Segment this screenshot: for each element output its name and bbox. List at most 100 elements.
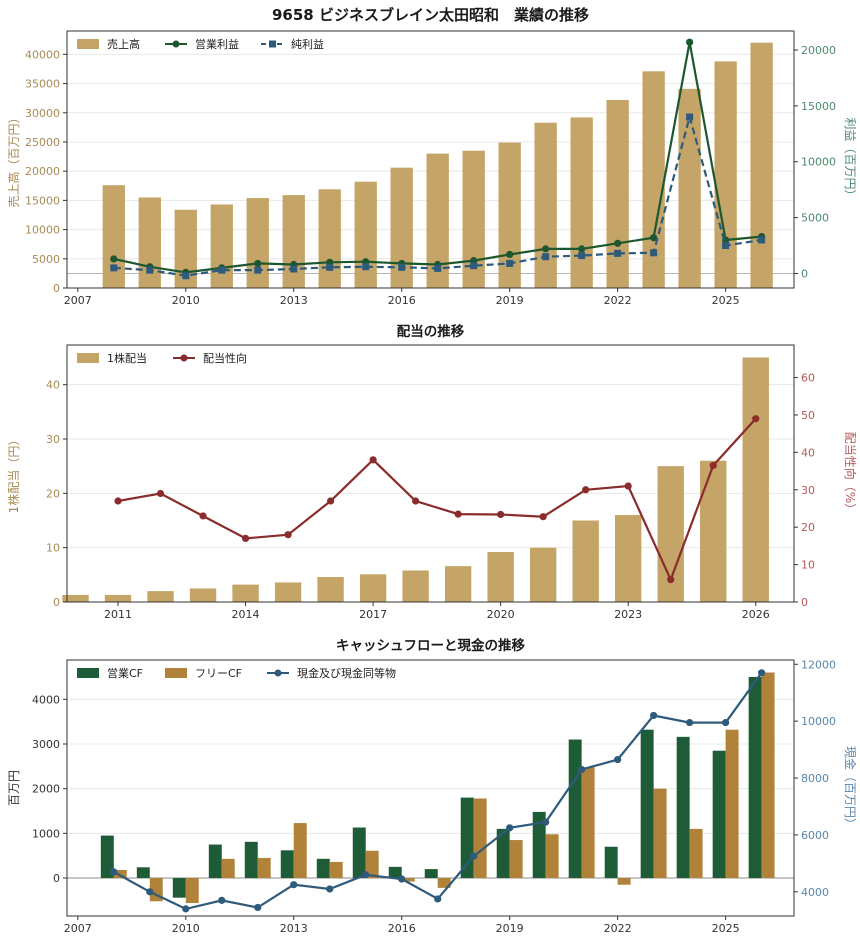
point-純利益 [326, 263, 334, 271]
point-配当性向 [326, 497, 335, 505]
y-tick-label: 20 [46, 487, 60, 500]
bar-フリーCF [221, 858, 235, 879]
legend-label: 現金及び現金同等物 [297, 666, 396, 680]
y-axis-label: 百万円 [7, 770, 21, 806]
bar-フリーCF [473, 798, 487, 879]
point-営業利益 [614, 239, 622, 247]
y2-axis-label: 配当性向（%） [843, 432, 858, 515]
y-tick-label: 1000 [32, 827, 60, 840]
point-現金及び現金同等物 [290, 881, 298, 889]
y2-tick-label: 20 [801, 521, 815, 534]
point-配当性向 [369, 456, 377, 464]
plot-frame [66, 659, 795, 917]
x-tick-label: 2014 [232, 608, 260, 621]
x-tick-label: 2019 [496, 922, 524, 935]
bar-1株配当 [274, 582, 302, 602]
chart-panel-1: 9658 ビジネスブレイン太田昭和 業績の推移 2007 2010 2013 2016 2… [6, 6, 857, 307]
point-純利益 [506, 259, 514, 267]
legend-label: 売上高 [107, 37, 140, 51]
bar-営業CF [352, 827, 366, 879]
x-tick-label: 2010 [172, 294, 200, 307]
y-tick-label: 3000 [32, 738, 60, 751]
bar-営業CF [640, 729, 654, 879]
point-純利益 [146, 266, 154, 274]
bar-1株配当 [742, 357, 769, 602]
bar-フリーCF [257, 857, 271, 879]
bar-フリーCF [509, 840, 523, 879]
point-純利益 [362, 263, 370, 271]
y2-tick-label: 10000 [801, 156, 836, 169]
x-tick-label: 2020 [487, 608, 515, 621]
point-現金及び現金同等物 [722, 718, 730, 727]
y2-tick-label: 4000 [801, 886, 829, 899]
y2-tick-label: 60 [801, 372, 815, 385]
point-配当性向 [752, 415, 760, 423]
bar-フリーCF [581, 767, 595, 879]
bar-売上高 [210, 204, 233, 288]
bar-営業CF [424, 869, 438, 879]
legend-marker [274, 669, 282, 677]
bar-フリーCF [365, 850, 379, 879]
point-純利益 [290, 265, 298, 273]
x-tick-label: 2025 [712, 294, 740, 307]
point-現金及び現金同等物 [146, 888, 154, 896]
y-tick-label: 10 [46, 542, 60, 555]
bar-フリーCF [293, 823, 307, 879]
point-配当性向 [624, 482, 632, 490]
bar-フリーCF [653, 788, 667, 879]
bar-フリーCF [113, 869, 127, 879]
bar-営業CF [712, 750, 726, 879]
bar-1株配当 [444, 566, 472, 602]
y-tick-label: 40 [46, 379, 60, 392]
bar-売上高 [462, 150, 485, 288]
legend-label: 営業利益 [195, 37, 239, 51]
point-純利益 [182, 272, 190, 280]
y-tick-label: 25000 [25, 136, 60, 149]
bar-営業CF [532, 811, 546, 879]
bar-営業CF [568, 739, 582, 879]
bar-売上高 [282, 195, 305, 288]
point-純利益 [758, 236, 766, 244]
line-配当性向 [117, 417, 757, 583]
point-配当性向 [497, 510, 505, 519]
x-tick-label: 2022 [604, 922, 632, 935]
y2-tick-label: 5000 [801, 212, 829, 225]
y2-tick-label: 0 [801, 267, 808, 280]
y2-tick-label: 20000 [801, 44, 836, 57]
bar-売上高 [714, 61, 737, 288]
y2-tick-label: 50 [801, 409, 815, 422]
bar-売上高 [606, 99, 629, 288]
bar-フリーCF [689, 828, 703, 879]
y2-tick-label: 8000 [801, 772, 829, 785]
y2-tick-label: 40 [801, 446, 815, 459]
bar-売上高 [498, 142, 521, 288]
point-現金及び現金同等物 [470, 852, 478, 860]
legend-label: 純利益 [291, 37, 324, 51]
point-純利益 [218, 266, 226, 274]
x-tick-label: 2017 [359, 608, 387, 621]
y-tick-label: 4000 [32, 693, 60, 706]
point-現金及び現金同等物 [326, 885, 334, 893]
bar-売上高 [390, 167, 413, 288]
bar-営業CF [208, 844, 222, 879]
y-tick-label: 40000 [25, 48, 60, 61]
x-tick-label: 2022 [604, 294, 632, 307]
bar-1株配当 [572, 520, 599, 602]
y-tick-label: 15000 [25, 194, 60, 207]
x-tick-label: 2026 [742, 608, 770, 621]
y-axis-label: 1株配当（円） [6, 434, 21, 514]
legend: 営業CF フリーCF 現金及び現金同等物 [77, 666, 396, 680]
point-現金及び現金同等物 [182, 905, 190, 913]
point-営業利益 [686, 38, 694, 46]
legend-label: 営業CF [107, 666, 143, 680]
y-tick-label: 0 [53, 596, 60, 609]
point-現金及び現金同等物 [434, 895, 442, 903]
bar-1株配当 [402, 570, 429, 602]
x-tick-label: 2013 [280, 922, 308, 935]
point-現金及び現金同等物 [506, 824, 514, 832]
y-tick-label: 30 [46, 433, 60, 446]
plot-frame [66, 344, 795, 603]
bar-1株配当 [615, 515, 642, 602]
legend: 1株配当 配当性向 [77, 351, 247, 365]
y2-tick-label: 10000 [801, 715, 836, 728]
